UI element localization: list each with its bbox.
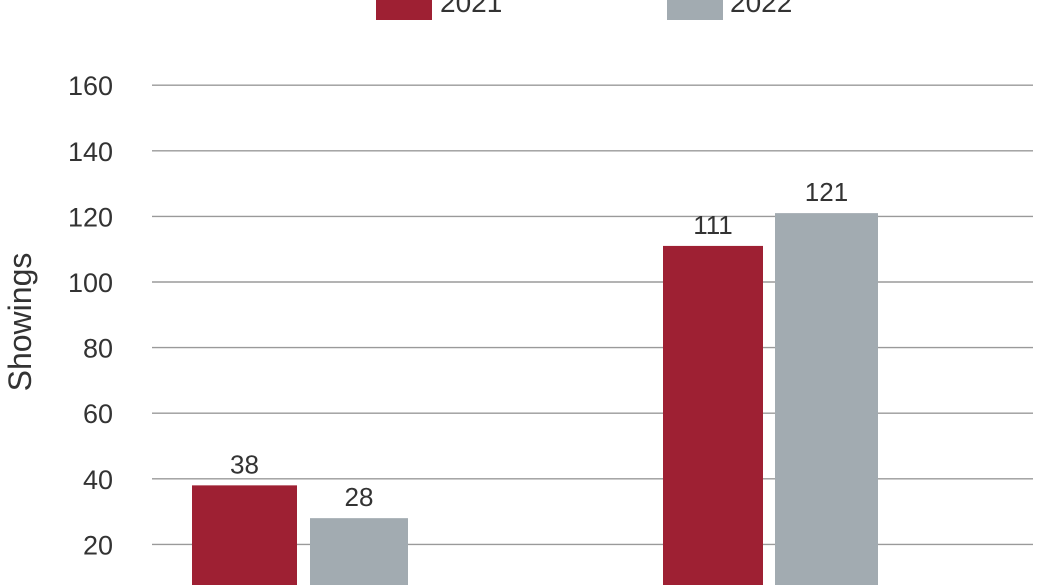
y-tick-label-100: 100 <box>68 268 113 298</box>
data-label-2022-group-2: 121 <box>805 177 848 207</box>
y-axis-title: Showings <box>2 253 38 392</box>
legend: 2021 2022 <box>376 0 792 20</box>
data-labels: 38 28 111 121 <box>230 177 848 512</box>
bar-2022-group-1 <box>310 518 408 585</box>
y-tick-label-20: 20 <box>83 530 113 560</box>
legend-label-2021: 2021 <box>440 0 502 18</box>
gridlines <box>152 84 1033 546</box>
y-tick-label-60: 60 <box>83 399 113 429</box>
y-axis-ticks: 20 40 60 80 100 120 140 160 <box>68 71 113 560</box>
bar-2022-group-2 <box>775 213 878 585</box>
legend-label-2022: 2022 <box>730 0 792 18</box>
legend-swatch-2021 <box>376 0 432 20</box>
data-label-2021-group-2: 111 <box>693 210 733 240</box>
y-tick-label-140: 140 <box>68 137 113 167</box>
bar-2021-group-2 <box>663 245 763 585</box>
y-tick-label-120: 120 <box>68 202 113 232</box>
y-tick-label-80: 80 <box>83 334 113 364</box>
bar-2021-group-1 <box>192 485 297 585</box>
legend-swatch-2022 <box>667 0 723 20</box>
data-label-2021-group-1: 38 <box>230 449 259 479</box>
y-tick-label-160: 160 <box>68 71 113 101</box>
y-tick-label-40: 40 <box>83 465 113 495</box>
data-label-2022-group-1: 28 <box>345 482 374 512</box>
bars <box>192 213 878 585</box>
